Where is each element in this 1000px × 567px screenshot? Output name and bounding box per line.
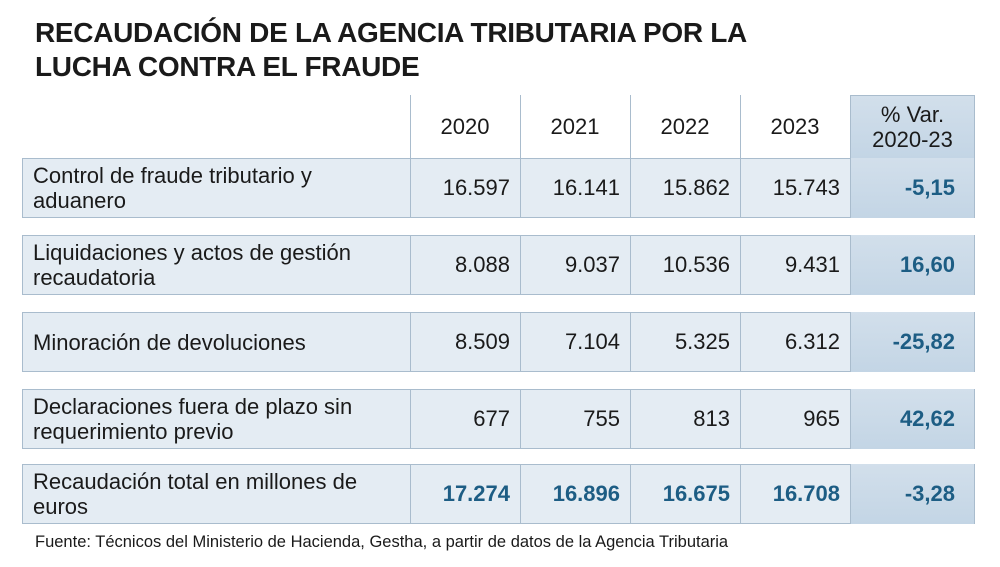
title: RECAUDACIÓN DE LA AGENCIA TRIBUTARIA POR… [35,17,746,82]
column-header: % Var. 2020-23 [872,101,953,152]
column-divider [630,95,631,158]
cell-divider [410,389,411,449]
cell-divider [740,389,741,449]
var-value: -25,82 [892,329,955,354]
cell-value: 16.675 [662,481,730,506]
cell-value: 813 [693,406,730,431]
cell-divider [520,158,521,218]
table-row [22,235,975,295]
cell-value: 16.597 [442,175,510,200]
cell-divider [520,312,521,372]
column-header: 2022 [660,114,710,139]
table-row [22,389,975,449]
var-cell-bg [850,389,975,449]
var-cell-bg [850,235,975,295]
cell-value: 16.708 [772,481,840,506]
cell-value: 6.312 [784,329,840,354]
cell-value: 5.325 [674,329,730,354]
cell-divider [740,158,741,218]
column-divider [520,95,521,158]
column-divider [410,95,411,158]
source-note: Fuente: Técnicos del Ministerio de Hacie… [35,533,729,551]
cell-value: 965 [803,406,840,431]
cell-divider [740,312,741,372]
cell-value: 8.088 [454,252,510,277]
table-row [22,312,975,372]
cell-divider [410,464,411,524]
row-label: Recaudación total en millones de euros [33,469,358,519]
var-cell-bg [850,464,975,524]
column-divider [740,95,741,158]
column-header: 2020 [440,114,490,139]
var-value: -5,15 [904,175,955,200]
cell-divider [630,235,631,295]
row-label: Minoración de devoluciones [33,329,306,355]
row-label: Control de fraude tributario y aduanero [33,163,312,213]
cell-divider [520,235,521,295]
cell-value: 9.431 [784,252,840,277]
cell-divider [740,464,741,524]
cell-divider [410,158,411,218]
cell-divider [410,235,411,295]
cell-divider [740,235,741,295]
cell-divider [630,158,631,218]
cell-value: 8.509 [454,329,510,354]
var-cell-bg [850,158,975,218]
cell-divider [410,312,411,372]
cell-divider [630,464,631,524]
cell-value: 7.104 [564,329,620,354]
var-column-header [850,95,975,158]
cell-value: 10.536 [662,252,730,277]
cell-value: 9.037 [564,252,620,277]
var-value: -3,28 [904,481,955,506]
cell-divider [630,389,631,449]
column-header: 2023 [770,114,820,139]
cell-divider [630,312,631,372]
cell-value: 16.896 [552,481,620,506]
cell-value: 755 [583,406,620,431]
var-value: 42,62 [899,406,955,431]
var-cell-bg [850,312,975,372]
cell-value: 15.743 [772,175,840,200]
cell-value: 677 [473,406,510,431]
cell-value: 15.862 [662,175,730,200]
row-label: Declaraciones fuera de plazo sin requeri… [33,394,353,444]
table-row [22,464,975,524]
var-value: 16,60 [899,252,955,277]
cell-value: 17.274 [442,481,510,506]
cell-divider [520,464,521,524]
cell-value: 16.141 [552,175,620,200]
column-header: 2021 [550,114,600,139]
row-label: Liquidaciones y actos de gestión recauda… [33,240,351,290]
table-row [22,158,975,218]
cell-divider [520,389,521,449]
